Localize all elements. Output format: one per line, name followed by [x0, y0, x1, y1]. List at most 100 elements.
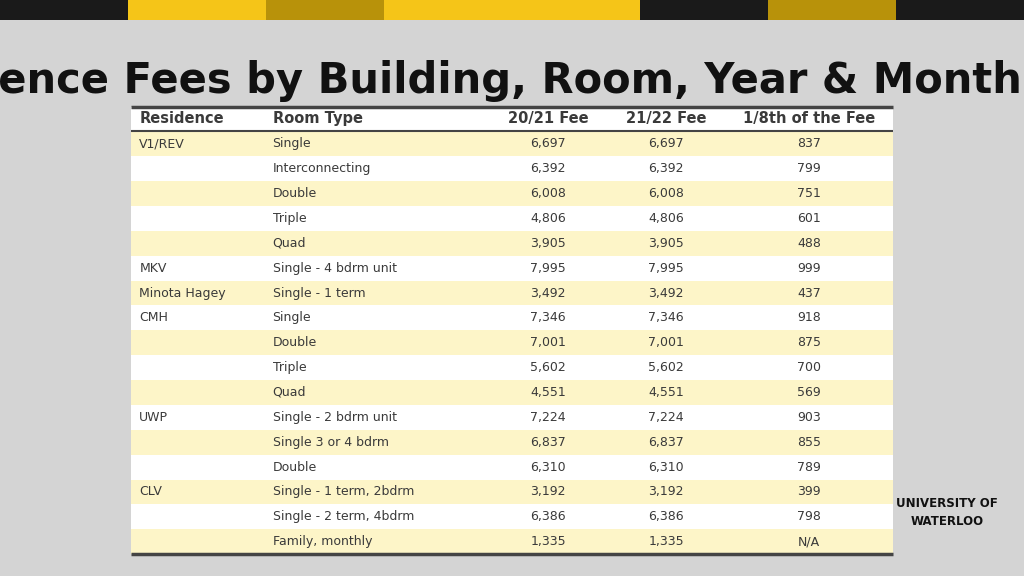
Text: 6,310: 6,310 [530, 461, 566, 473]
Text: 4,551: 4,551 [648, 386, 684, 399]
Text: Interconnecting: Interconnecting [272, 162, 371, 175]
Text: Quad: Quad [272, 237, 306, 250]
Text: 5,602: 5,602 [648, 361, 684, 374]
Text: 6,386: 6,386 [648, 510, 684, 524]
Text: 798: 798 [798, 510, 821, 524]
Text: Double: Double [272, 187, 316, 200]
Text: CMH: CMH [139, 312, 168, 324]
Text: 6,392: 6,392 [648, 162, 684, 175]
Bar [131, 355, 893, 380]
Text: 789: 789 [798, 461, 821, 473]
Bar [131, 256, 893, 281]
Bar [128, 0, 266, 20]
Text: 601: 601 [798, 212, 821, 225]
Text: 6,697: 6,697 [648, 137, 684, 150]
Text: 875: 875 [797, 336, 821, 349]
Text: 3,905: 3,905 [530, 237, 566, 250]
Text: 7,224: 7,224 [648, 411, 684, 424]
Bar [896, 0, 1024, 20]
Text: 399: 399 [798, 486, 821, 498]
Text: CLV: CLV [139, 486, 162, 498]
Text: Minota Hagey: Minota Hagey [139, 286, 226, 300]
Text: 3,192: 3,192 [648, 486, 684, 498]
Bar [131, 156, 893, 181]
Text: 437: 437 [798, 286, 821, 300]
Text: 6,697: 6,697 [530, 137, 566, 150]
Text: Residence: Residence [139, 112, 224, 127]
Text: 3,905: 3,905 [648, 237, 684, 250]
Bar [640, 0, 768, 20]
Text: 569: 569 [798, 386, 821, 399]
Bar [768, 0, 896, 20]
Text: 6,008: 6,008 [530, 187, 566, 200]
Text: 6,386: 6,386 [530, 510, 566, 524]
Text: 6,392: 6,392 [530, 162, 566, 175]
Text: Single - 4 bdrm unit: Single - 4 bdrm unit [272, 262, 396, 275]
Text: Family, monthly: Family, monthly [272, 535, 372, 548]
Text: 1,335: 1,335 [648, 535, 684, 548]
Bar [131, 107, 893, 131]
Text: V1/REV: V1/REV [139, 137, 185, 150]
Text: 7,995: 7,995 [648, 262, 684, 275]
Text: Double: Double [272, 461, 316, 473]
Text: MKV: MKV [139, 262, 167, 275]
Bar [131, 405, 893, 430]
Bar [131, 529, 893, 554]
Text: 7,995: 7,995 [530, 262, 566, 275]
Text: 7,346: 7,346 [648, 312, 684, 324]
Text: Double: Double [272, 336, 316, 349]
Text: 999: 999 [798, 262, 821, 275]
Bar [131, 181, 893, 206]
Text: 3,492: 3,492 [648, 286, 684, 300]
Text: Quad: Quad [272, 386, 306, 399]
Text: 6,837: 6,837 [530, 435, 566, 449]
Text: 3,492: 3,492 [530, 286, 566, 300]
Text: 21/22 Fee: 21/22 Fee [626, 112, 707, 127]
Text: 488: 488 [798, 237, 821, 250]
Bar [384, 0, 640, 20]
Text: 6,008: 6,008 [648, 187, 684, 200]
Bar [0, 0, 128, 20]
Text: Room Type: Room Type [272, 112, 362, 127]
Text: Triple: Triple [272, 212, 306, 225]
Text: Single - 2 bdrm unit: Single - 2 bdrm unit [272, 411, 396, 424]
Bar [131, 131, 893, 156]
Text: 1,335: 1,335 [530, 535, 566, 548]
Text: 903: 903 [798, 411, 821, 424]
Text: Single 3 or 4 bdrm: Single 3 or 4 bdrm [272, 435, 388, 449]
Text: Single - 1 term, 2bdrm: Single - 1 term, 2bdrm [272, 486, 414, 498]
Text: 751: 751 [798, 187, 821, 200]
Text: 5,602: 5,602 [530, 361, 566, 374]
Text: 7,001: 7,001 [530, 336, 566, 349]
Bar [131, 505, 893, 529]
Bar [131, 479, 893, 505]
Bar [131, 206, 893, 231]
Text: 700: 700 [797, 361, 821, 374]
Text: UWP: UWP [139, 411, 168, 424]
Text: 1/8th of the Fee: 1/8th of the Fee [743, 112, 876, 127]
Text: 4,806: 4,806 [530, 212, 566, 225]
Text: Single - 2 term, 4bdrm: Single - 2 term, 4bdrm [272, 510, 414, 524]
Bar [266, 0, 384, 20]
Bar [131, 281, 893, 305]
Text: 799: 799 [798, 162, 821, 175]
Text: 855: 855 [797, 435, 821, 449]
Text: 6,837: 6,837 [648, 435, 684, 449]
Text: 20/21 Fee: 20/21 Fee [508, 112, 589, 127]
Text: 7,001: 7,001 [648, 336, 684, 349]
Text: 6,310: 6,310 [648, 461, 684, 473]
Text: Single: Single [272, 137, 311, 150]
Bar [131, 331, 893, 355]
Text: Single - 1 term: Single - 1 term [272, 286, 366, 300]
Text: 837: 837 [798, 137, 821, 150]
Text: UNIVERSITY OF
WATERLOO: UNIVERSITY OF WATERLOO [896, 497, 998, 528]
Bar [131, 305, 893, 331]
Text: Single: Single [272, 312, 311, 324]
Text: Residence Fees by Building, Room, Year & Month: Residence Fees by Building, Room, Year &… [0, 60, 1022, 103]
Text: 918: 918 [798, 312, 821, 324]
Bar [131, 454, 893, 479]
Text: 4,551: 4,551 [530, 386, 566, 399]
Text: 7,224: 7,224 [530, 411, 566, 424]
Bar [131, 430, 893, 454]
Bar [131, 380, 893, 405]
